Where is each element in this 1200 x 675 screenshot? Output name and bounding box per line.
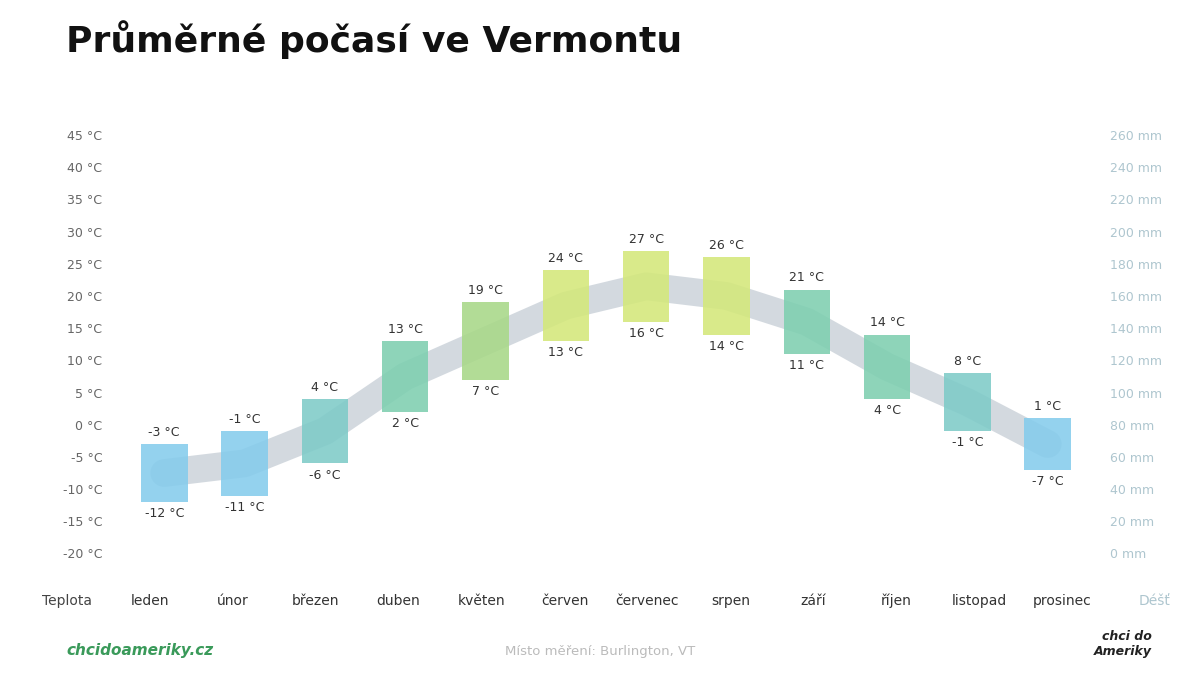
Text: 2 °C: 2 °C: [391, 417, 419, 430]
Bar: [382, 341, 428, 412]
Text: 4 °C: 4 °C: [311, 381, 338, 394]
Text: 26 °C: 26 °C: [709, 239, 744, 252]
Bar: [301, 399, 348, 463]
Text: 14 °C: 14 °C: [709, 340, 744, 353]
Bar: [864, 335, 911, 399]
Text: 14 °C: 14 °C: [870, 317, 905, 329]
Text: -3 °C: -3 °C: [149, 426, 180, 439]
Text: červenec: červenec: [616, 594, 679, 608]
Bar: [462, 302, 509, 379]
Text: 16 °C: 16 °C: [629, 327, 664, 340]
Text: 1 °C: 1 °C: [1034, 400, 1061, 413]
Text: listopad: listopad: [952, 594, 1007, 608]
Text: 24 °C: 24 °C: [548, 252, 583, 265]
Text: 13 °C: 13 °C: [388, 323, 422, 336]
Text: -1 °C: -1 °C: [229, 413, 260, 426]
Text: 21 °C: 21 °C: [790, 271, 824, 284]
Text: chci do
Ameriky: chci do Ameriky: [1094, 630, 1152, 658]
Text: únor: únor: [217, 594, 248, 608]
Text: 11 °C: 11 °C: [790, 359, 824, 372]
Text: 27 °C: 27 °C: [629, 233, 664, 246]
Text: květen: květen: [457, 594, 505, 608]
Text: -1 °C: -1 °C: [952, 436, 983, 450]
Text: Místo měření: Burlington, VT: Místo měření: Burlington, VT: [505, 645, 695, 658]
Bar: [623, 251, 670, 322]
Text: chcidoameriky.cz: chcidoameriky.cz: [66, 643, 214, 658]
Bar: [784, 290, 830, 354]
Text: Průměrné počasí ve Vermontu: Průměrné počasí ve Vermontu: [66, 20, 682, 59]
Text: Teplota: Teplota: [42, 594, 92, 608]
Text: leden: leden: [131, 594, 169, 608]
Bar: [944, 373, 991, 431]
Bar: [140, 444, 187, 502]
Text: červen: červen: [541, 594, 588, 608]
Text: prosinec: prosinec: [1033, 594, 1092, 608]
Text: 13 °C: 13 °C: [548, 346, 583, 359]
Text: -7 °C: -7 °C: [1032, 475, 1063, 488]
Text: -6 °C: -6 °C: [310, 468, 341, 481]
Text: září: září: [800, 594, 827, 608]
Text: Déšť: Déšť: [1138, 594, 1170, 608]
Bar: [703, 257, 750, 335]
Text: -12 °C: -12 °C: [144, 507, 184, 520]
Text: říjen: říjen: [881, 593, 912, 608]
Text: 8 °C: 8 °C: [954, 355, 982, 368]
Text: 4 °C: 4 °C: [874, 404, 901, 417]
Text: -11 °C: -11 °C: [224, 501, 264, 514]
Bar: [1025, 418, 1072, 470]
Text: 19 °C: 19 °C: [468, 284, 503, 297]
Bar: [542, 270, 589, 341]
Text: srpen: srpen: [710, 594, 750, 608]
Text: březen: březen: [292, 594, 340, 608]
Bar: [221, 431, 268, 495]
Text: duben: duben: [377, 594, 420, 608]
Text: 7 °C: 7 °C: [472, 385, 499, 398]
